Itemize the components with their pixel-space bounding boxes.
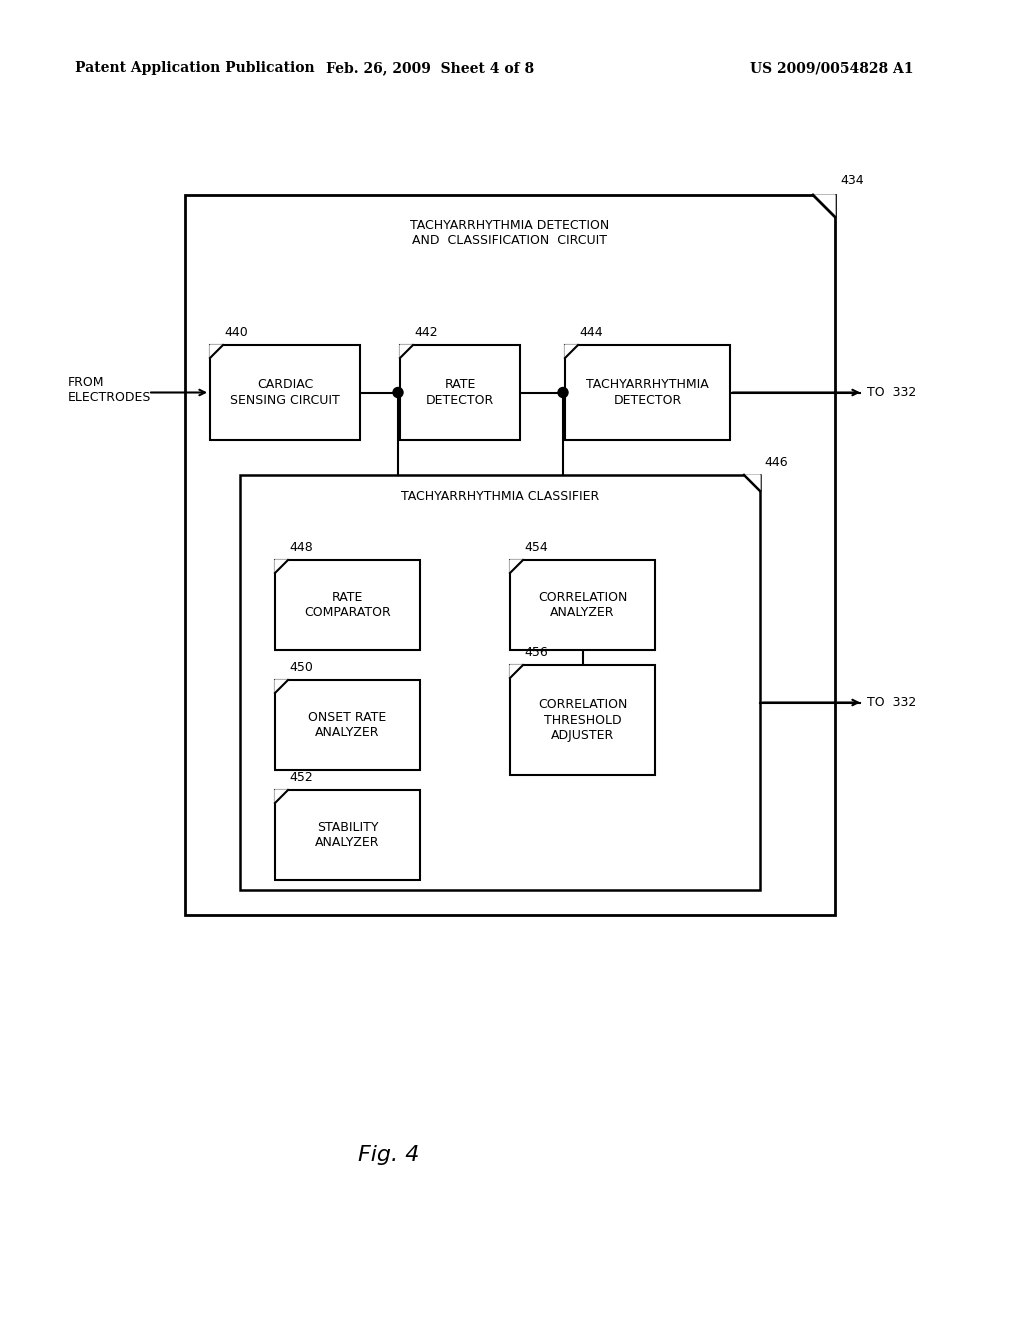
Text: TO  332: TO 332 [867, 696, 916, 709]
Text: Patent Application Publication: Patent Application Publication [75, 61, 314, 75]
Text: ONSET RATE
ANALYZER: ONSET RATE ANALYZER [308, 711, 387, 739]
Text: US 2009/0054828 A1: US 2009/0054828 A1 [750, 61, 913, 75]
Bar [275, 680, 420, 770]
Text: 434: 434 [840, 174, 863, 187]
Bar [510, 560, 655, 649]
Text: 456: 456 [524, 645, 548, 659]
Text: 440: 440 [224, 326, 248, 339]
Bar [185, 195, 835, 915]
Text: 446: 446 [764, 455, 787, 469]
Bar [510, 665, 655, 775]
Text: CORRELATION
THRESHOLD
ADJUSTER: CORRELATION THRESHOLD ADJUSTER [538, 698, 627, 742]
Bar [275, 789, 420, 880]
Polygon shape [813, 195, 835, 216]
Polygon shape [275, 680, 288, 693]
Text: 442: 442 [414, 326, 437, 339]
Text: 448: 448 [289, 541, 312, 554]
Polygon shape [510, 560, 523, 573]
Polygon shape [565, 345, 578, 358]
Text: RATE
COMPARATOR: RATE COMPARATOR [304, 591, 391, 619]
Text: TACHYARRHYTHMIA DETECTION
AND  CLASSIFICATION  CIRCUIT: TACHYARRHYTHMIA DETECTION AND CLASSIFICA… [411, 219, 609, 247]
Bar [275, 560, 420, 649]
Text: 452: 452 [289, 771, 312, 784]
Text: 450: 450 [289, 661, 313, 675]
Text: 454: 454 [524, 541, 548, 554]
Bar [240, 475, 760, 890]
Polygon shape [275, 789, 288, 803]
Bar [210, 345, 360, 440]
Text: TACHYARRHYTHMIA
DETECTOR: TACHYARRHYTHMIA DETECTOR [586, 379, 709, 407]
Text: TACHYARRHYTHMIA CLASSIFIER: TACHYARRHYTHMIA CLASSIFIER [400, 491, 599, 503]
Text: STABILITY
ANALYZER: STABILITY ANALYZER [315, 821, 380, 849]
Text: CORRELATION
ANALYZER: CORRELATION ANALYZER [538, 591, 627, 619]
Text: FROM
ELECTRODES: FROM ELECTRODES [68, 376, 152, 404]
Bar [400, 345, 520, 440]
Polygon shape [275, 560, 288, 573]
Circle shape [393, 388, 403, 397]
Polygon shape [210, 345, 223, 358]
Bar [565, 345, 730, 440]
Polygon shape [400, 345, 413, 358]
Text: TO  332: TO 332 [867, 385, 916, 399]
Text: CARDIAC
SENSING CIRCUIT: CARDIAC SENSING CIRCUIT [230, 379, 340, 407]
Text: 444: 444 [579, 326, 603, 339]
Text: Fig. 4: Fig. 4 [358, 1144, 420, 1166]
Text: RATE
DETECTOR: RATE DETECTOR [426, 379, 495, 407]
Circle shape [558, 388, 568, 397]
Polygon shape [510, 665, 523, 678]
Polygon shape [744, 475, 760, 491]
Text: Feb. 26, 2009  Sheet 4 of 8: Feb. 26, 2009 Sheet 4 of 8 [326, 61, 535, 75]
